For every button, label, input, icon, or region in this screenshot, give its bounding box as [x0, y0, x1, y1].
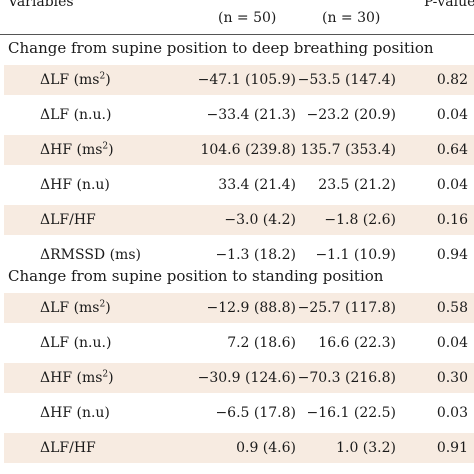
- unit-superscript: 2: [99, 71, 106, 82]
- unit-close: ): [108, 142, 114, 158]
- table-row: ΔLF (ms2) −12.9 (88.8) −25.7 (117.8) 0.58: [4, 293, 474, 323]
- group1-value: −47.1 (105.9): [197, 72, 296, 88]
- row-variable: ΔHF (n.u): [40, 398, 110, 428]
- header-group2-n: (n = 30): [322, 10, 381, 26]
- table-header: Variables (n = 50) (n = 30) P-value*: [0, 0, 474, 34]
- row-variable: ΔLF (n.u.): [40, 100, 111, 130]
- group1-value: −1.3 (18.2): [215, 247, 296, 263]
- p-value: 0.04: [436, 335, 468, 351]
- group2-value: −70.3 (216.8): [297, 370, 396, 386]
- header-p-value: P-value*: [424, 0, 474, 10]
- variable-label: ΔHF (n.u): [40, 405, 110, 421]
- variable-label: ΔRMSSD (ms): [40, 247, 141, 263]
- group1-value: 33.4 (21.4): [218, 177, 296, 193]
- group2-value: −25.7 (117.8): [297, 300, 396, 316]
- variable-label: ΔHF (ms: [40, 142, 103, 158]
- group1-value: 104.6 (239.8): [200, 142, 296, 158]
- table-row: ΔLF/HF 0.9 (4.6) 1.0 (3.2) 0.91: [4, 433, 474, 463]
- section-title: Change from supine position to deep brea…: [8, 39, 434, 57]
- unit-superscript: 2: [102, 141, 109, 152]
- p-value: 0.64: [436, 142, 468, 158]
- p-value: 0.04: [436, 177, 468, 193]
- variable-label: ΔHF (ms: [40, 370, 103, 386]
- table-row: ΔHF (ms2) 104.6 (239.8) 135.7 (353.4) 0.64: [4, 135, 474, 165]
- group2-value: −16.1 (22.5): [306, 405, 396, 421]
- group2-value: −23.2 (20.9): [306, 107, 396, 123]
- group2-value: 135.7 (353.4): [300, 142, 396, 158]
- table-row: ΔLF/HF −3.0 (4.2) −1.8 (2.6) 0.16: [4, 205, 474, 235]
- variable-label: ΔLF/HF: [40, 440, 96, 456]
- p-value: 0.16: [436, 212, 468, 228]
- group1-value: −6.5 (17.8): [215, 405, 296, 421]
- group2-value: −1.1 (10.9): [315, 247, 396, 263]
- variable-label: ΔHF (n.u): [40, 177, 110, 193]
- row-variable: ΔHF (n.u): [40, 170, 110, 200]
- group2-value: 23.5 (21.2): [318, 177, 396, 193]
- table-row: ΔHF (ms2) −30.9 (124.6) −70.3 (216.8) 0.30: [4, 363, 474, 393]
- row-variable: ΔLF/HF: [40, 205, 96, 235]
- variable-label: ΔLF (n.u.): [40, 335, 112, 351]
- row-variable: ΔHF (ms2): [40, 135, 114, 165]
- p-value: 0.30: [436, 370, 468, 386]
- table-row: ΔHF (n.u) 33.4 (21.4) 23.5 (21.2) 0.04: [4, 170, 474, 200]
- group2-value: 1.0 (3.2): [336, 440, 396, 456]
- p-value: 0.58: [436, 300, 468, 316]
- table-row: ΔLF (n.u.) −33.4 (21.3) −23.2 (20.9) 0.04: [4, 100, 474, 130]
- unit-superscript: 2: [102, 369, 109, 380]
- table-row: ΔLF (ms2) −47.1 (105.9) −53.5 (147.4) 0.82: [4, 65, 474, 95]
- group1-value: −30.9 (124.6): [197, 370, 296, 386]
- header-variables: Variables: [8, 0, 74, 10]
- row-variable: ΔLF (n.u.): [40, 328, 111, 358]
- group1-value: 7.2 (18.6): [227, 335, 296, 351]
- row-variable: ΔRMSSD (ms): [40, 240, 141, 270]
- variable-label: ΔLF (n.u.): [40, 107, 112, 123]
- row-variable: ΔLF/HF: [40, 433, 96, 463]
- p-value: 0.82: [436, 72, 468, 88]
- table-row: ΔLF (n.u.) 7.2 (18.6) 16.6 (22.3) 0.04: [4, 328, 474, 358]
- p-value: 0.91: [436, 440, 468, 456]
- row-variable: ΔLF (ms2): [40, 65, 111, 95]
- group1-value: −33.4 (21.3): [206, 107, 296, 123]
- group2-value: −53.5 (147.4): [297, 72, 396, 88]
- unit-superscript: 2: [99, 299, 106, 310]
- variable-label: ΔLF (ms: [40, 72, 100, 88]
- p-value: 0.04: [436, 107, 468, 123]
- group2-value: −1.8 (2.6): [324, 212, 396, 228]
- variable-label: ΔLF (ms: [40, 300, 100, 316]
- group1-value: −3.0 (4.2): [224, 212, 296, 228]
- unit-close: ): [105, 72, 111, 88]
- group1-value: −12.9 (88.8): [206, 300, 296, 316]
- variable-label: ΔLF/HF: [40, 212, 96, 228]
- section-title: Change from supine position to standing …: [8, 267, 384, 285]
- group1-value: 0.9 (4.6): [236, 440, 296, 456]
- row-variable: ΔHF (ms2): [40, 363, 114, 393]
- table-row: ΔRMSSD (ms) −1.3 (18.2) −1.1 (10.9) 0.94: [4, 240, 474, 270]
- group2-value: 16.6 (22.3): [318, 335, 396, 351]
- p-value: 0.03: [436, 405, 468, 421]
- header-group1-n: (n = 50): [218, 10, 277, 26]
- unit-close: ): [108, 370, 114, 386]
- row-variable: ΔLF (ms2): [40, 293, 111, 323]
- unit-close: ): [105, 300, 111, 316]
- header-rule: [0, 34, 474, 35]
- p-value: 0.94: [436, 247, 468, 263]
- table-row: ΔHF (n.u) −6.5 (17.8) −16.1 (22.5) 0.03: [4, 398, 474, 428]
